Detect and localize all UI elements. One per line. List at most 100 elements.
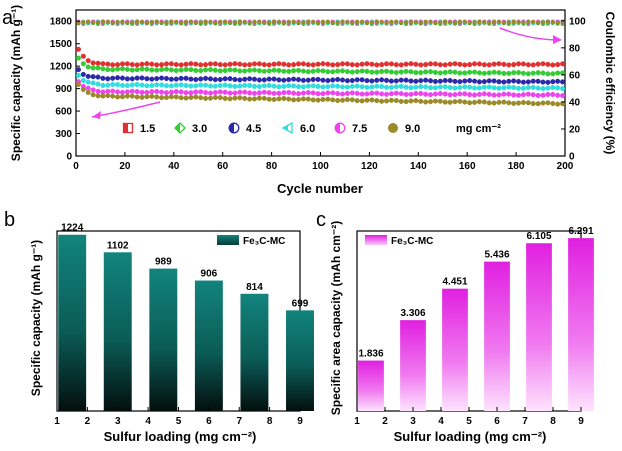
efficiency-point [438, 20, 443, 25]
efficiency-point [384, 20, 389, 25]
capacity-point [134, 81, 140, 88]
capacity-point [207, 61, 214, 67]
capacity-point [203, 62, 209, 68]
capacity-point [80, 53, 86, 59]
capacity-point [511, 92, 517, 98]
capacity-point [330, 62, 336, 68]
capacity-point [168, 94, 174, 100]
capacity-point [242, 68, 248, 74]
capacity-point [486, 62, 492, 68]
capacity-point [124, 66, 130, 72]
capacity-point [476, 70, 482, 76]
capacity-point [325, 90, 331, 96]
capacity-point [203, 82, 209, 88]
efficiency-point [403, 20, 409, 25]
capacity-point [481, 79, 487, 85]
capacity-point [291, 90, 297, 96]
x-tick-label-a: 20 [119, 161, 131, 172]
capacity-point [207, 67, 214, 73]
efficiency-point [355, 19, 360, 25]
efficiency-point [262, 20, 267, 25]
capacity-point [506, 100, 512, 106]
efficiency-series-3.0 [76, 20, 565, 27]
capacity-point [496, 61, 502, 67]
capacity-point [550, 62, 556, 68]
efficiency-point [359, 19, 365, 24]
capacity-point [110, 67, 116, 73]
capacity-point [163, 66, 170, 72]
capacity-point [437, 84, 443, 90]
capacity-point [315, 97, 321, 103]
capacity-point [437, 62, 443, 68]
capacity-point [398, 69, 404, 75]
capacity-point [183, 95, 189, 101]
capacity-point [506, 62, 512, 68]
capacity-point [408, 91, 414, 97]
x-tick-label-a: 180 [508, 161, 525, 172]
efficiency-point [125, 20, 130, 25]
capacity-point [379, 83, 385, 90]
capacity-point [320, 68, 326, 74]
capacity-point [418, 62, 424, 68]
efficiency-point [374, 19, 379, 24]
x-tick-label: 8 [550, 416, 556, 427]
capacity-point [486, 84, 492, 90]
capacity-point [369, 84, 375, 90]
capacity-point [227, 96, 233, 102]
capacity-point [163, 94, 170, 101]
capacity-point [471, 92, 478, 98]
capacity-point [129, 82, 135, 88]
x-tick-label: 9 [297, 416, 303, 427]
capacity-point [119, 89, 126, 95]
capacity-point [335, 83, 341, 89]
capacity-point [256, 68, 262, 74]
capacity-point [550, 100, 556, 107]
bar-value-label: 989 [155, 257, 172, 268]
capacity-point [379, 62, 385, 68]
capacity-point [266, 96, 272, 102]
capacity-point [305, 96, 311, 102]
capacity-point [540, 86, 546, 92]
efficiency-point [110, 20, 115, 25]
capacity-point [115, 94, 121, 100]
capacity-point [119, 61, 126, 67]
efficiency-point [306, 19, 311, 24]
capacity-point [447, 99, 453, 105]
capacity-point [491, 69, 497, 75]
capacity-point [90, 80, 96, 86]
capacity-point [124, 76, 130, 82]
efficiency-point [536, 20, 541, 25]
y-tick-label-a: 600 [55, 107, 72, 118]
legend-a: 1.5 3.0 4.5 6.0 7.5 9.0 mg cm⁻² [122, 121, 501, 135]
capacity-point [432, 91, 438, 97]
efficiency-point [472, 20, 477, 25]
capacity-point [476, 85, 482, 91]
capacity-point [242, 62, 248, 68]
capacity-point [491, 61, 497, 67]
efficiency-point [540, 20, 546, 25]
capacity-point [159, 89, 165, 95]
bar [358, 360, 384, 411]
capacity-point [442, 77, 448, 84]
efficiency-point [369, 20, 374, 25]
capacity-point [491, 85, 497, 91]
capacity-point [349, 83, 355, 89]
legend-swatch-c [365, 235, 387, 245]
capacity-point [325, 69, 331, 75]
series-4.5 [75, 67, 566, 85]
capacity-point [408, 98, 414, 104]
capacity-point [227, 67, 233, 73]
capacity-point [540, 61, 546, 67]
bar [149, 268, 178, 411]
capacity-point [481, 62, 487, 68]
capacity-point [471, 99, 478, 105]
panel-letter-b: b [4, 209, 15, 231]
capacity-point [325, 61, 331, 67]
capacity-point [339, 68, 346, 74]
capacity-point [222, 67, 228, 74]
capacity-point [330, 97, 336, 103]
capacity-point [300, 96, 306, 102]
capacity-point [168, 83, 174, 89]
capacity-point [286, 96, 292, 102]
capacity-point [173, 82, 179, 88]
